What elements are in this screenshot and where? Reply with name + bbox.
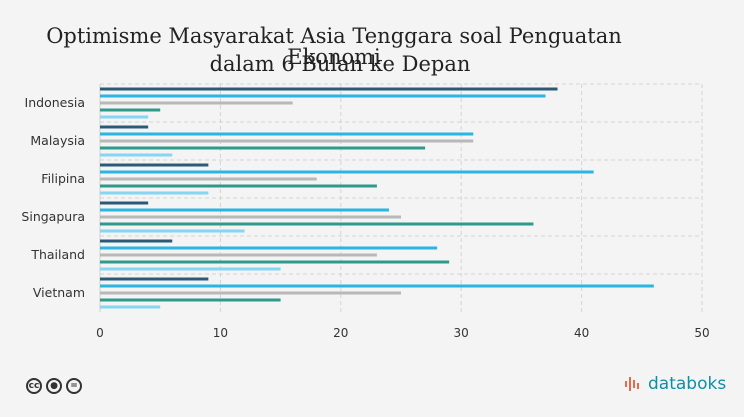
bar-0-3 xyxy=(100,108,161,112)
bar-4-2 xyxy=(100,253,377,257)
brand-name: databoks xyxy=(648,374,727,394)
creative-commons-icon: cc xyxy=(26,378,42,394)
bar-2-4 xyxy=(100,191,209,195)
bar-1-3 xyxy=(100,146,426,150)
bar-2-1 xyxy=(100,170,594,174)
bar-4-1 xyxy=(100,246,438,250)
bar-4-3 xyxy=(100,260,450,264)
x-tick-label-1: 10 xyxy=(213,326,228,340)
bar-3-0 xyxy=(100,201,149,205)
bar-3-2 xyxy=(100,215,401,219)
category-label-0: Indonesia xyxy=(25,95,85,110)
databoks-logo[interactable]: databoks xyxy=(624,374,726,394)
bar-1-2 xyxy=(100,139,474,143)
bar-0-0 xyxy=(100,87,558,91)
license-icons: cc ● = xyxy=(26,378,82,394)
bar-5-0 xyxy=(100,277,209,281)
x-tick-label-2: 20 xyxy=(333,326,348,340)
category-label-5: Vietnam xyxy=(33,285,85,300)
chart-title-line1: Optimisme Masyarakat Asia Tenggara soal … xyxy=(46,24,622,69)
x-tick-label-3: 30 xyxy=(454,326,469,340)
x-tick-label-4: 40 xyxy=(574,326,589,340)
bar-2-3 xyxy=(100,184,377,188)
bar-5-2 xyxy=(100,291,401,295)
bar-5-4 xyxy=(100,305,161,309)
databoks-logo-icon xyxy=(625,377,639,391)
bar-2-2 xyxy=(100,177,317,181)
bar-4-4 xyxy=(100,267,281,271)
no-derivatives-icon: = xyxy=(66,378,82,394)
x-tick-label-0: 0 xyxy=(96,326,104,340)
category-label-4: Thailand xyxy=(30,247,85,262)
bar-4-0 xyxy=(100,239,173,243)
bar-3-3 xyxy=(100,222,534,226)
bar-3-1 xyxy=(100,208,389,212)
bar-2-0 xyxy=(100,163,209,167)
chart-title-line2: dalam 6 Bulan ke Depan xyxy=(209,52,471,76)
category-label-1: Malaysia xyxy=(30,133,85,148)
bar-5-1 xyxy=(100,284,654,288)
bar-1-0 xyxy=(100,125,149,129)
bar-0-4 xyxy=(100,115,149,119)
bar-3-4 xyxy=(100,229,245,233)
bar-5-3 xyxy=(100,298,281,302)
category-label-3: Singapura xyxy=(21,209,85,224)
x-tick-label-5: 50 xyxy=(694,326,709,340)
bar-0-2 xyxy=(100,101,293,105)
bar-1-4 xyxy=(100,153,173,157)
bar-0-1 xyxy=(100,94,546,98)
category-label-2: Filipina xyxy=(41,171,85,186)
attribution-icon: ● xyxy=(46,378,62,394)
bar-1-1 xyxy=(100,132,474,136)
